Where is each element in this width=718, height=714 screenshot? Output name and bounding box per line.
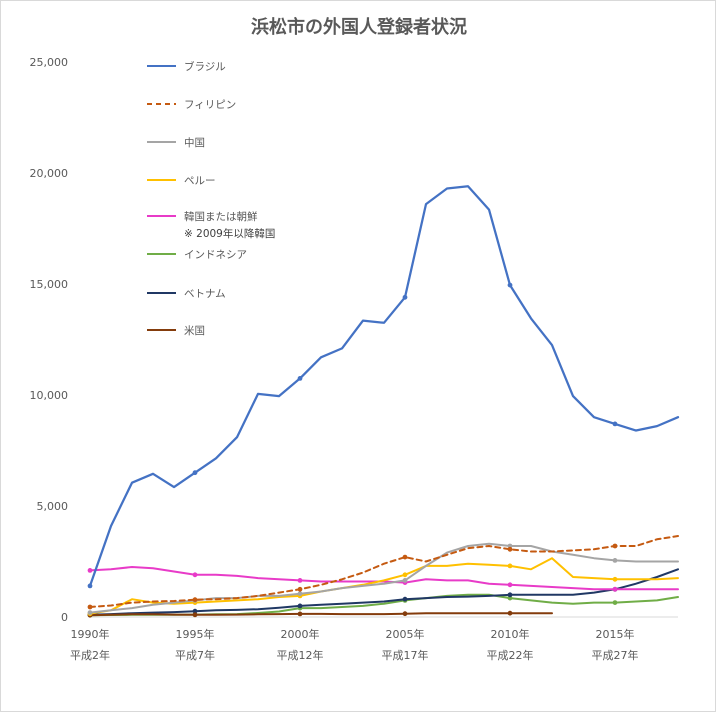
x-tick-label-era: 平成12年	[277, 648, 324, 662]
series-line-1	[89, 535, 679, 608]
x-tick-label: 2005年	[386, 627, 425, 641]
x-tick-label-era: 平成2年	[70, 648, 110, 662]
data-point-1	[192, 597, 198, 603]
data-point-4	[612, 586, 618, 592]
data-point-7	[402, 611, 408, 617]
data-point-6	[297, 603, 303, 609]
data-point-0	[87, 583, 93, 589]
data-point-5	[612, 600, 618, 605]
data-point-0	[612, 421, 618, 427]
data-point-0	[297, 376, 303, 381]
data-point-6	[402, 596, 408, 602]
data-point-7	[297, 611, 303, 617]
legend-label: ブラジル	[184, 60, 226, 73]
data-point-4	[297, 578, 303, 583]
y-tick-label: 5,000	[37, 500, 69, 513]
x-tick-label: 2010年	[491, 627, 530, 641]
x-tick-label: 2015年	[596, 627, 635, 641]
data-point-0	[192, 470, 198, 476]
y-tick-label: 10,000	[30, 389, 69, 402]
legend-label: インドネシア	[184, 249, 247, 261]
series-line-3	[89, 557, 679, 615]
x-tick-label-era: 平成22年	[487, 648, 534, 662]
data-point-1	[297, 586, 303, 592]
data-point-0	[402, 294, 408, 300]
chart-title: 浜松市の外国人登録者状況	[251, 16, 467, 38]
data-point-5	[507, 595, 513, 601]
x-tick-label: 1995年	[176, 627, 215, 641]
data-point-7	[192, 612, 198, 618]
y-tick-label: 25,000	[30, 56, 69, 69]
data-point-3	[612, 576, 618, 582]
series-line-0	[88, 185, 680, 588]
data-point-2	[612, 558, 618, 563]
legend-label: 韓国または朝鮮	[184, 210, 258, 223]
data-point-2	[297, 591, 303, 597]
x-tick-label-era: 平成27年	[592, 648, 639, 662]
data-point-4	[507, 582, 513, 588]
legend-label: 米国	[184, 324, 205, 337]
series-group	[87, 185, 680, 618]
legend-label: 中国	[184, 136, 205, 149]
legend-label: ペルー	[184, 175, 216, 187]
legend-label: ベトナム	[184, 288, 226, 300]
data-point-2	[402, 578, 408, 583]
legend-note: ※ 2009年以降韓国	[184, 227, 275, 240]
y-tick-label: 20,000	[30, 167, 69, 180]
data-point-6	[507, 592, 513, 598]
y-tick-label: 0	[61, 611, 68, 624]
data-point-1	[507, 546, 513, 552]
legend-label: フィリピン	[184, 99, 236, 111]
data-point-2	[87, 610, 93, 615]
data-point-6	[192, 608, 198, 614]
data-point-1	[612, 543, 618, 549]
x-tick-label: 1990年	[71, 627, 110, 641]
series-line-7	[89, 612, 553, 617]
x-tick-label: 2000年	[281, 627, 320, 641]
data-point-1	[87, 604, 93, 610]
data-point-0	[507, 282, 513, 288]
data-point-3	[507, 563, 513, 569]
x-tick-label-era: 平成17年	[382, 648, 429, 662]
series-line-6	[89, 568, 679, 616]
data-point-4	[192, 572, 198, 578]
series-line-4	[89, 566, 679, 591]
y-tick-label: 15,000	[30, 278, 69, 291]
data-point-1	[402, 554, 408, 560]
data-point-4	[87, 568, 93, 573]
series-line-2	[89, 542, 679, 614]
data-point-3	[402, 572, 408, 578]
x-tick-label-era: 平成7年	[175, 648, 215, 662]
data-point-2	[507, 543, 513, 549]
data-point-7	[507, 610, 513, 616]
